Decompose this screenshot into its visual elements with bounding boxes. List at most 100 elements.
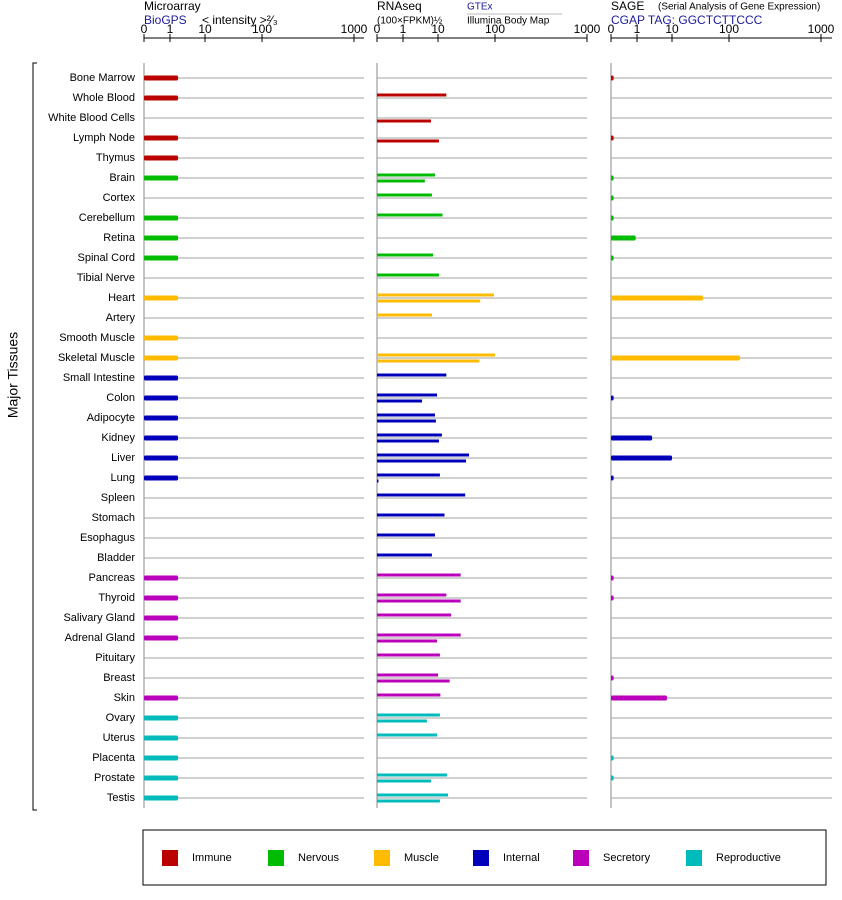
bar: [611, 75, 614, 81]
bar: [144, 355, 179, 361]
panel-title: SAGE: [611, 0, 644, 13]
bar: [144, 235, 179, 241]
bar: [377, 593, 447, 597]
panel-title: Microarray: [144, 0, 201, 13]
tissue-label: Colon: [106, 392, 135, 404]
x-tick-label: 1: [400, 22, 407, 36]
series-label: Illumina Body Map: [467, 16, 550, 27]
bar: [144, 435, 179, 441]
tissue-label: Cerebellum: [79, 212, 135, 224]
tissue-label: Stomach: [92, 512, 135, 524]
tissue-label: Tibial Nerve: [77, 272, 135, 284]
tissue-label: Kidney: [101, 432, 135, 444]
legend-swatch: [162, 850, 178, 866]
legend-label: Reproductive: [716, 852, 781, 864]
x-tick-label: 1: [167, 22, 174, 36]
tissue-label: Smooth Muscle: [59, 332, 135, 344]
bar: [377, 479, 379, 483]
x-tick-label: 10: [665, 22, 679, 36]
bar: [611, 675, 614, 681]
bar: [377, 779, 431, 783]
x-tick-label: 100: [252, 22, 272, 36]
panel-subtitle: CGAP TAG: GGCTCTTCCC: [611, 13, 763, 27]
panel-note: (Serial Analysis of Gene Expression): [658, 2, 820, 13]
bar: [377, 493, 466, 497]
bar: [377, 459, 467, 463]
bar: [611, 455, 672, 461]
bar: [377, 273, 439, 277]
axis-label: (100×FPKM)½: [377, 16, 443, 27]
legend-swatch: [374, 850, 390, 866]
tissue-label: Bone Marrow: [70, 72, 135, 84]
bar: [611, 775, 614, 781]
bar: [144, 395, 179, 401]
bar: [377, 453, 470, 457]
legend-label: Internal: [503, 852, 540, 864]
tissue-label: Pancreas: [89, 572, 136, 584]
tissue-label: Bladder: [97, 552, 135, 564]
bar: [144, 735, 179, 741]
bracket: [32, 62, 37, 811]
bar: [377, 733, 438, 737]
bar: [377, 599, 461, 603]
legend-swatch: [473, 850, 489, 866]
bar: [611, 355, 741, 361]
tissue-label: Thymus: [96, 152, 136, 164]
legend-label: Nervous: [298, 852, 339, 864]
bar: [377, 773, 448, 777]
bar: [144, 635, 179, 641]
tissue-label: Artery: [106, 312, 136, 324]
bar: [377, 433, 442, 437]
bar: [377, 613, 452, 617]
tissue-label: Whole Blood: [73, 92, 135, 104]
tissue-label: Cortex: [103, 192, 136, 204]
bar: [144, 335, 179, 341]
bar: [611, 575, 614, 581]
bar: [611, 215, 614, 221]
tissue-label: Lymph Node: [73, 132, 135, 144]
tissue-label: Liver: [111, 452, 135, 464]
bar: [377, 719, 427, 723]
tissue-label: Uterus: [103, 732, 136, 744]
x-tick-label: 100: [719, 22, 739, 36]
tissue-label: Placenta: [92, 752, 136, 764]
x-tick-label: 0: [608, 22, 615, 36]
bar: [144, 575, 179, 581]
x-tick-label: 10: [431, 22, 445, 36]
bar: [377, 693, 441, 697]
tissue-label: Skeletal Muscle: [58, 352, 135, 364]
tissue-label: Spleen: [101, 492, 135, 504]
bar: [611, 695, 668, 701]
bar: [377, 399, 423, 403]
bar: [377, 633, 461, 637]
tissue-label: Retina: [103, 232, 136, 244]
bar: [611, 255, 614, 261]
bar: [377, 213, 443, 217]
bar: [611, 595, 614, 601]
series-label: GTEx: [467, 2, 493, 13]
x-tick-label: 0: [374, 22, 381, 36]
x-tick-label: 10: [198, 22, 212, 36]
bar: [377, 673, 438, 677]
x-tick-label: 100: [485, 22, 505, 36]
legend-swatch: [573, 850, 589, 866]
bar: [144, 255, 179, 261]
tissue-label: Salivary Gland: [63, 612, 135, 624]
bar: [377, 393, 438, 397]
bar: [144, 135, 179, 141]
bar: [611, 235, 636, 241]
bar: [377, 293, 494, 297]
bar: [377, 419, 436, 423]
bar: [377, 679, 450, 683]
tissue-label: Esophagus: [80, 532, 136, 544]
tissue-label: Skin: [114, 692, 135, 704]
tissue-label: Lung: [111, 472, 135, 484]
tissue-label: Spinal Cord: [78, 252, 135, 264]
legend-swatch: [268, 850, 284, 866]
bar: [377, 313, 432, 317]
bar: [144, 215, 179, 221]
bar: [144, 615, 179, 621]
tissue-label: Pituitary: [95, 652, 135, 664]
bar: [144, 695, 179, 701]
bar: [611, 195, 614, 201]
